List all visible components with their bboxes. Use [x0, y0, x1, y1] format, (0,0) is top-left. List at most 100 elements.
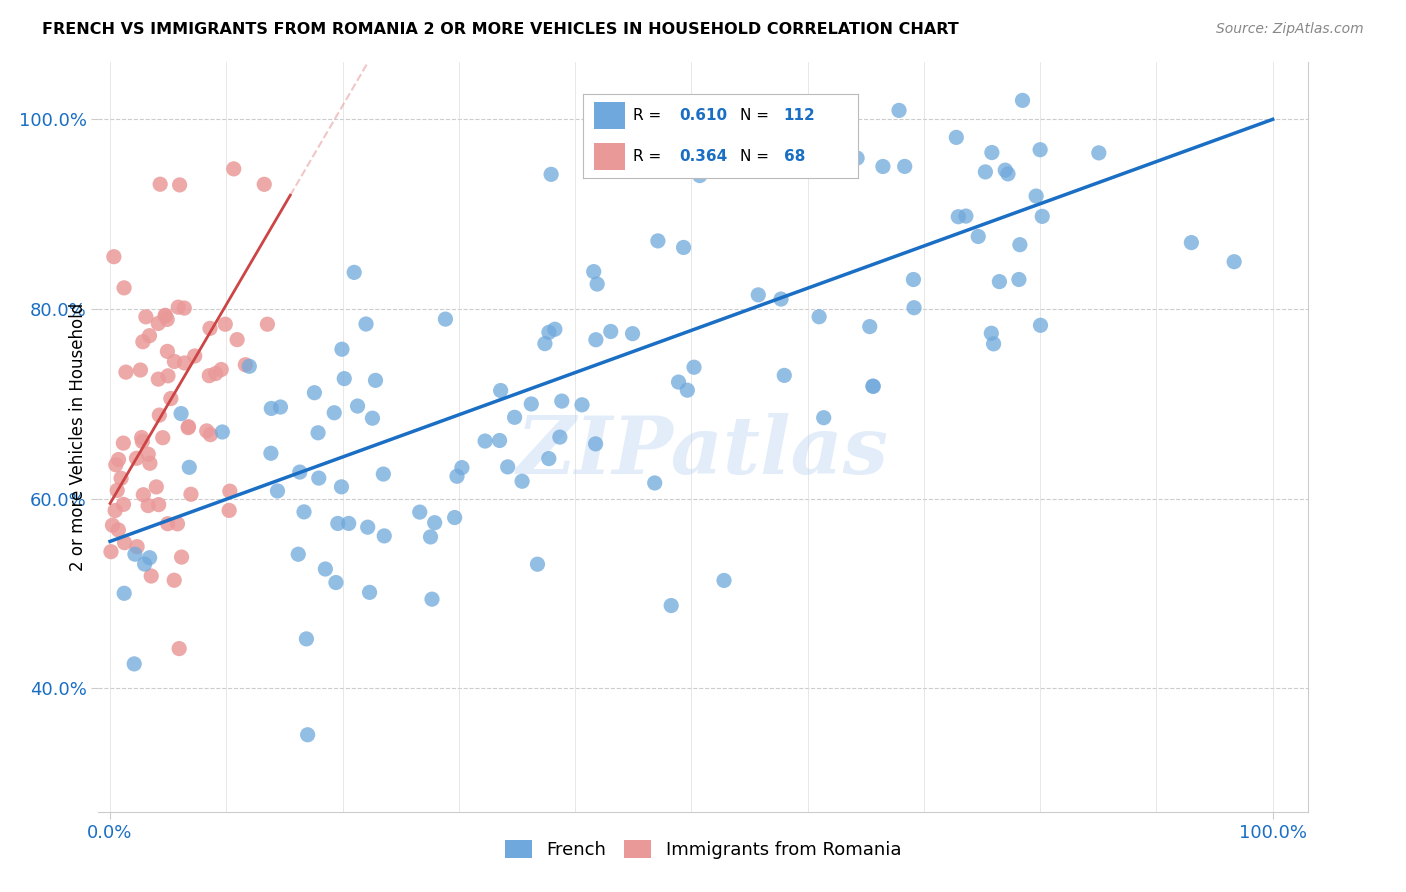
Point	[548, 430, 571, 444]
Point	[903, 272, 925, 286]
Point	[195, 424, 218, 438]
Point	[211, 425, 233, 439]
Point	[125, 451, 148, 466]
Text: 0.610: 0.610	[679, 108, 727, 123]
Point	[773, 368, 796, 383]
Text: N =: N =	[740, 108, 769, 123]
Point	[135, 310, 157, 324]
Point	[409, 505, 432, 519]
Point	[112, 586, 135, 600]
Point	[668, 375, 690, 389]
Point	[659, 599, 682, 613]
Point	[163, 573, 186, 587]
Text: N =: N =	[740, 149, 769, 164]
Point	[955, 209, 977, 223]
Point	[330, 343, 353, 357]
Point	[183, 349, 205, 363]
Point	[297, 728, 319, 742]
Point	[997, 167, 1019, 181]
Point	[1008, 272, 1031, 286]
Point	[148, 372, 170, 386]
Legend: French, Immigrants from Romania: French, Immigrants from Romania	[498, 832, 908, 866]
Point	[1029, 143, 1052, 157]
Point	[173, 356, 195, 370]
Point	[177, 419, 200, 434]
Point	[198, 368, 221, 383]
Point	[152, 431, 174, 445]
Point	[540, 167, 562, 181]
Point	[124, 547, 146, 561]
Point	[155, 308, 177, 322]
Point	[266, 483, 288, 498]
Point	[330, 480, 353, 494]
Text: 112: 112	[783, 108, 815, 123]
Point	[101, 518, 124, 533]
Point	[145, 480, 167, 494]
Point	[209, 362, 232, 376]
Point	[131, 434, 153, 449]
Point	[260, 446, 283, 460]
Point	[1031, 210, 1053, 224]
Point	[510, 475, 533, 489]
Bar	[595, 103, 624, 129]
Point	[862, 379, 884, 393]
Point	[893, 160, 915, 174]
Point	[537, 326, 560, 340]
Point	[713, 574, 735, 588]
Point	[337, 516, 360, 531]
Point	[325, 575, 347, 590]
Text: R =: R =	[633, 149, 661, 164]
Point	[1223, 254, 1246, 268]
Point	[571, 398, 593, 412]
Point	[967, 229, 990, 244]
Point	[173, 301, 195, 315]
Point	[488, 434, 510, 448]
Point	[988, 275, 1011, 289]
Point	[287, 547, 309, 561]
Point	[980, 326, 1002, 341]
Point	[288, 465, 311, 479]
Point	[156, 344, 179, 359]
Point	[323, 406, 346, 420]
Point	[537, 451, 560, 466]
Point	[994, 163, 1017, 178]
Point	[112, 436, 135, 450]
Point	[166, 516, 188, 531]
Point	[373, 467, 395, 481]
Point	[136, 447, 159, 461]
Point	[689, 169, 711, 183]
Point	[200, 427, 222, 442]
Point	[1008, 237, 1031, 252]
Text: 68: 68	[783, 149, 806, 164]
Text: 0.364: 0.364	[679, 149, 728, 164]
Point	[218, 503, 240, 517]
Point	[269, 400, 291, 414]
Point	[586, 277, 609, 291]
Point	[354, 317, 377, 331]
Point	[1088, 145, 1111, 160]
Point	[1029, 318, 1052, 333]
Point	[132, 488, 155, 502]
Point	[489, 384, 512, 398]
Point	[149, 178, 172, 192]
Point	[520, 397, 543, 411]
Point	[551, 394, 574, 409]
Point	[676, 383, 699, 397]
Point	[222, 161, 245, 176]
Point	[167, 641, 190, 656]
Point	[292, 505, 315, 519]
Point	[359, 585, 381, 599]
Point	[434, 312, 457, 326]
Point	[180, 487, 202, 501]
Point	[526, 558, 548, 572]
Point	[974, 165, 997, 179]
Point	[167, 300, 190, 314]
Point	[903, 301, 925, 315]
Point	[808, 310, 831, 324]
Point	[672, 240, 695, 254]
Point	[156, 516, 179, 531]
Point	[326, 516, 349, 531]
Point	[260, 401, 283, 416]
Point	[131, 431, 153, 445]
Point	[112, 281, 135, 295]
